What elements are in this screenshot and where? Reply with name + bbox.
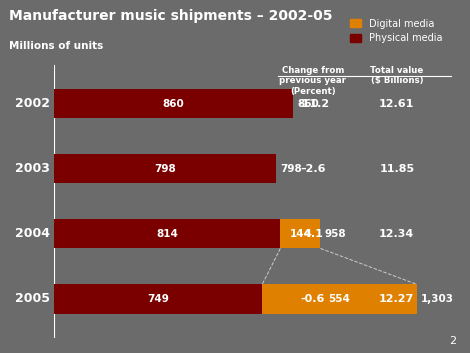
Text: 749: 749 xyxy=(147,294,169,304)
Text: 2: 2 xyxy=(449,336,456,346)
Text: 2003: 2003 xyxy=(15,162,50,175)
Text: 798: 798 xyxy=(280,164,302,174)
Text: -0.6: -0.6 xyxy=(301,294,325,304)
Text: 554: 554 xyxy=(329,294,350,304)
Bar xyxy=(54,89,293,118)
Text: 2002: 2002 xyxy=(15,97,50,110)
Text: 798: 798 xyxy=(154,164,176,174)
Bar xyxy=(54,284,262,313)
Text: Change from
previous year
(Percent): Change from previous year (Percent) xyxy=(280,66,346,96)
Text: 12.61: 12.61 xyxy=(379,98,415,109)
Text: 814: 814 xyxy=(156,229,178,239)
Text: 2005: 2005 xyxy=(15,292,50,305)
Bar xyxy=(54,219,281,249)
Text: –2.6: –2.6 xyxy=(300,164,326,174)
Legend: Digital media, Physical media: Digital media, Physical media xyxy=(346,15,446,47)
Text: -11.2: -11.2 xyxy=(297,98,329,109)
Text: 11.85: 11.85 xyxy=(379,164,415,174)
Text: 860: 860 xyxy=(163,98,184,109)
Text: Total value
($ Billions): Total value ($ Billions) xyxy=(370,66,423,85)
Bar xyxy=(281,219,321,249)
Text: 12.27: 12.27 xyxy=(379,294,415,304)
Text: Manufacturer music shipments – 2002-05: Manufacturer music shipments – 2002-05 xyxy=(9,9,333,23)
Bar xyxy=(54,154,276,183)
Bar xyxy=(262,284,416,313)
Text: 958: 958 xyxy=(324,229,346,239)
Text: 4.1: 4.1 xyxy=(303,229,323,239)
Text: 1,303: 1,303 xyxy=(421,294,454,304)
Text: 12.34: 12.34 xyxy=(379,229,415,239)
Text: 144: 144 xyxy=(290,229,312,239)
Text: Millions of units: Millions of units xyxy=(9,41,104,50)
Text: 2004: 2004 xyxy=(15,227,50,240)
Text: 860: 860 xyxy=(297,98,319,109)
